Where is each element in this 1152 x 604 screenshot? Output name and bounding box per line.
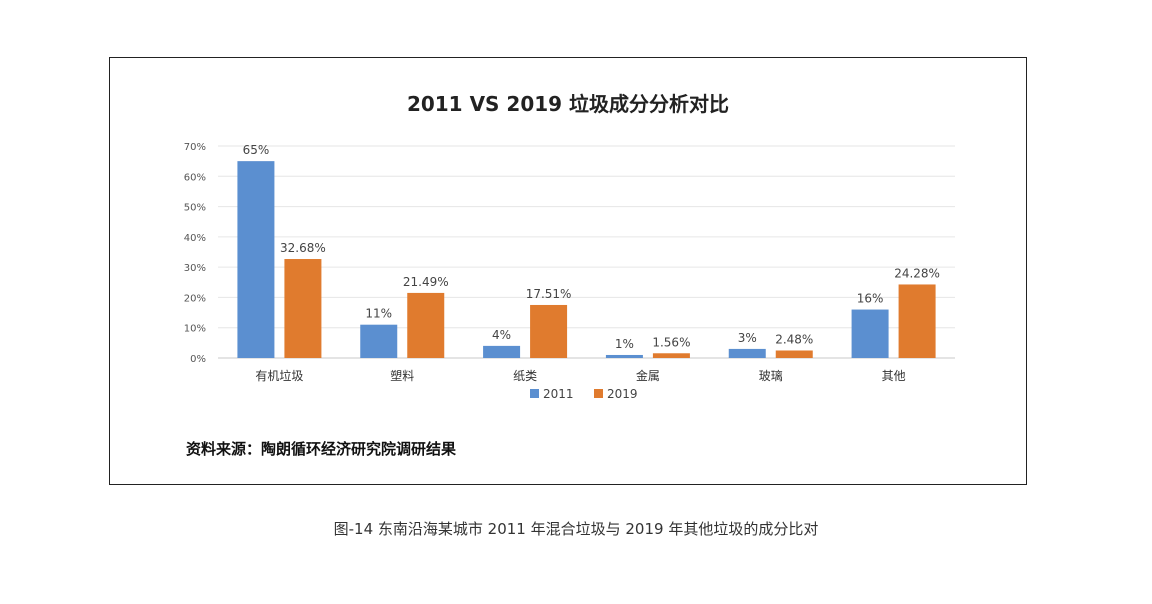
x-tick-label: 金属 bbox=[636, 368, 660, 383]
bar-2019 bbox=[652, 353, 690, 358]
x-tick-label: 有机垃圾 bbox=[255, 368, 303, 383]
data-label: 17.51% bbox=[526, 287, 572, 301]
y-tick-label: 50% bbox=[184, 203, 206, 214]
y-tick-label: 20% bbox=[184, 293, 206, 304]
y-tick-label: 40% bbox=[184, 233, 206, 244]
bar-2019 bbox=[284, 259, 322, 358]
data-label: 32.68% bbox=[280, 241, 326, 255]
source-note: 资料来源：陶朗循环经济研究院调研结果 bbox=[186, 440, 457, 458]
data-label: 3% bbox=[738, 331, 757, 345]
bar-2011 bbox=[360, 324, 398, 358]
y-tick-label: 60% bbox=[184, 172, 206, 183]
y-tick-label: 0% bbox=[190, 354, 206, 365]
bar-2011 bbox=[483, 345, 521, 358]
data-label: 21.49% bbox=[403, 275, 449, 289]
bar-2019 bbox=[898, 284, 936, 358]
y-tick-label: 70% bbox=[184, 142, 206, 153]
bar-chart: 0% 10% 20% 30% 40% 50% 60% 70% 65% 32.68% 有机垃圾 11% 2… bbox=[184, 142, 955, 401]
bar-2011 bbox=[237, 161, 275, 358]
bar-2019 bbox=[407, 292, 445, 358]
data-label: 4% bbox=[492, 328, 511, 342]
y-tick-label: 10% bbox=[184, 324, 206, 335]
x-tick-label: 纸类 bbox=[513, 369, 537, 383]
data-label: 65% bbox=[243, 143, 270, 157]
chart-title: 2011 VS 2019 垃圾成分分析对比 bbox=[406, 92, 730, 116]
bar-2019 bbox=[530, 304, 568, 358]
data-label: 11% bbox=[365, 307, 392, 321]
chart-frame: 2011 VS 2019 垃圾成分分析对比 0% 10% 20% 30% 40% 50% 6… bbox=[109, 57, 1027, 485]
x-tick-label: 塑料 bbox=[390, 368, 414, 383]
data-label: 24.28% bbox=[894, 266, 940, 280]
x-tick-label: 其他 bbox=[882, 369, 906, 383]
data-label: 1.56% bbox=[652, 335, 690, 349]
y-tick-label: 30% bbox=[184, 263, 206, 274]
data-label: 1% bbox=[615, 337, 634, 351]
figure-caption: 图-14 东南沿海某城市 2011 年混合垃圾与 2019 年其他垃圾的成分比对 bbox=[333, 520, 819, 538]
bar-2011 bbox=[851, 309, 889, 358]
data-label: 2.48% bbox=[775, 332, 813, 346]
legend-label: 2019 bbox=[607, 387, 638, 401]
bar-2011 bbox=[728, 348, 766, 358]
bar-2019 bbox=[775, 350, 813, 358]
legend-swatch bbox=[594, 389, 603, 398]
bar-2011 bbox=[605, 354, 643, 358]
x-tick-label: 玻璃 bbox=[759, 369, 783, 383]
legend-label: 2011 bbox=[543, 387, 574, 401]
legend-swatch bbox=[530, 389, 539, 398]
data-label: 16% bbox=[857, 292, 884, 306]
